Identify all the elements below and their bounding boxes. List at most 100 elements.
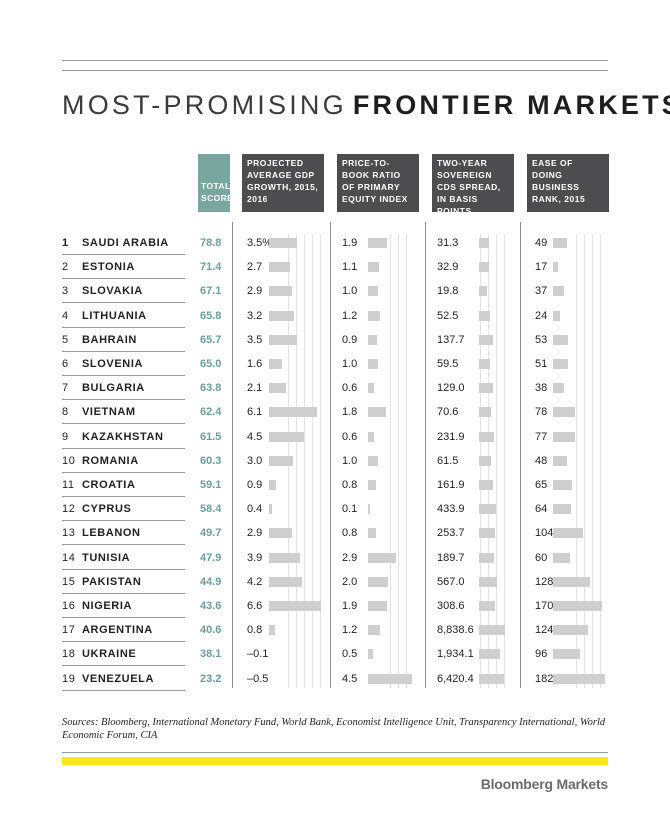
cell-cds: 19.8 [437,285,459,298]
gridline [584,234,585,688]
header-price-to-book: PRICE-TO-BOOK RATIO OF PRIMARY EQUITY IN… [337,154,419,212]
row-total-score: 61.5 [200,430,222,443]
row-total-score: 65.7 [200,333,222,346]
gridline [406,234,407,688]
row-country: LITHUANIA [82,309,147,322]
gridline [312,234,313,688]
row-total-score: 23.2 [200,672,222,685]
bar-gdp [269,601,321,611]
row-total-score: 71.4 [200,261,222,274]
cell-cds: 52.5 [437,309,459,322]
bar-ease [553,359,568,369]
row-separator [62,617,185,618]
header-ease-of-business: EASE OF DOING BUSINESS RANK, 2015 [527,154,609,212]
bar-gdp [269,334,297,345]
cell-ease: 170 [535,600,554,612]
header-cds-spread: TWO-YEAR SOVEREIGN CDS SPREAD, IN BASIS … [432,154,514,216]
bar-gdp [269,504,272,515]
row-country: CYPRUS [82,503,132,516]
row-country: VENEZUELA [82,672,155,685]
bar-gdp [269,431,304,442]
cell-pb: 1.2 [342,309,358,322]
cell-ease: 24 [535,309,548,322]
cell-cds: 137.7 [437,333,465,346]
row-total-score: 49.7 [200,527,222,540]
cell-cds: 308.6 [437,600,465,612]
row-rank: 16 [62,600,76,612]
gridline [398,234,399,688]
row-separator [62,375,185,376]
row-separator [62,520,185,522]
bar-cds [479,601,495,611]
bar-pb [368,383,374,394]
row-rank: 18 [62,648,76,661]
gridline [496,234,497,688]
bar-ease [553,238,567,248]
row-country: NIGERIA [82,600,133,612]
bar-gdp [269,552,300,563]
row-separator [62,471,185,473]
gridline [592,234,593,688]
bar-pb [368,431,374,442]
column-divider [520,222,521,688]
bar-cds [479,455,491,466]
row-separator [62,423,185,425]
gridline [576,234,577,688]
cell-gdp: 4.2 [247,575,263,588]
gridline [390,234,391,688]
row-total-score: 58.4 [200,503,222,516]
cell-pb: 0.1 [342,503,358,516]
cell-gdp: 3.9 [247,551,263,564]
row-rank: 2 [62,261,69,274]
row-total-score: 63.8 [200,382,222,395]
bar-ease [553,576,590,587]
cell-cds: 129.0 [437,382,465,395]
row-rank: 8 [62,406,69,419]
row-rank: 4 [62,309,69,322]
row-separator [62,326,185,328]
bar-cds [479,431,494,442]
row-total-score: 67.1 [200,285,222,298]
cell-gdp: 3.5% [247,237,273,249]
cell-gdp: 0.8 [247,624,263,637]
bar-ease [553,601,602,611]
row-total-score: 38.1 [200,648,222,661]
row-country: LEBANON [82,527,141,540]
row-rank: 11 [62,479,75,491]
row-country: VIETNAM [82,406,136,419]
bar-pb [368,552,396,563]
row-rank: 1 [62,237,69,249]
cell-ease: 104 [535,527,554,540]
bar-cds [479,383,493,394]
row-rank: 9 [62,430,69,443]
cell-ease: 77 [535,430,548,443]
cell-gdp: 2.9 [247,527,263,540]
row-rank: 12 [62,503,76,516]
title-light: MOST-PROMISING [62,90,347,120]
column-divider [330,222,331,688]
bar-pb [368,625,380,636]
cell-pb: 1.9 [342,237,358,249]
cell-pb: 1.2 [342,624,358,637]
cell-cds: 1,934.1 [437,648,474,661]
bar-cds [479,552,494,563]
gridline [304,234,305,688]
cell-pb: 1.8 [342,406,358,419]
bar-cds [479,504,496,515]
bar-ease [553,649,580,660]
cell-cds: 567.0 [437,575,465,588]
cell-gdp: 6.6 [247,600,263,612]
sources-note: Sources: Bloomberg, International Moneta… [62,717,606,741]
bar-pb [368,649,373,660]
gridline [600,234,601,688]
row-separator [62,350,185,352]
cell-ease: 124 [535,624,554,637]
cell-pb: 1.0 [342,285,358,298]
cell-pb: 1.9 [342,600,358,612]
bar-cds [479,480,493,490]
cell-ease: 64 [535,503,548,516]
cell-pb: 1.0 [342,454,358,467]
row-country: PAKISTAN [82,575,142,588]
bar-pb [368,238,387,248]
column-divider [232,222,233,688]
